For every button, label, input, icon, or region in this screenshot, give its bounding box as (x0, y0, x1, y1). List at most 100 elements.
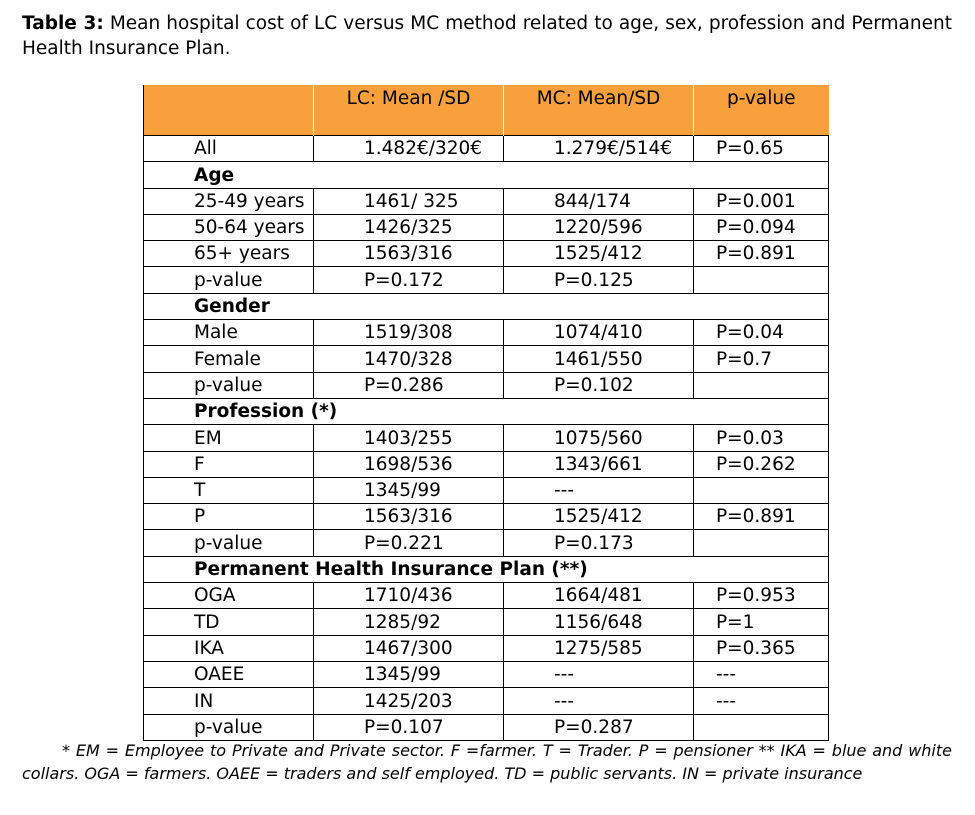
mc-value: P=0.125 (503, 266, 694, 294)
p-value: P=0.7 (693, 345, 829, 373)
table-row: All 1.482€/320€ 1.279€/514€ P=0.65 (143, 134, 829, 163)
p-value: --- (693, 661, 829, 689)
row-label: 25-49 years (143, 188, 314, 215)
lc-value: P=0.107 (313, 714, 504, 741)
section-row: Age (143, 161, 829, 189)
header-cell-lc: LC: Mean /SD (313, 85, 504, 136)
mc-value: P=0.287 (503, 714, 694, 741)
lc-value: 1470/328 (313, 345, 504, 373)
lc-value: 1425/203 (313, 687, 504, 715)
mc-value: --- (503, 477, 694, 505)
lc-value: 1345/99 (313, 661, 504, 689)
table-row: Male 1519/308 1074/410 P=0.04 (143, 319, 829, 347)
p-value: P=0.891 (693, 240, 829, 268)
table-row: T 1345/99 --- (143, 477, 829, 505)
mc-value: 1075/560 (503, 424, 694, 452)
row-label: TD (143, 608, 314, 636)
row-label: All (143, 134, 314, 163)
section-row: Permanent Health Insurance Plan (**) (143, 556, 829, 584)
p-value: --- (693, 687, 829, 715)
lc-value: 1.482€/320€ (313, 134, 504, 163)
lc-value: 1403/255 (313, 424, 504, 452)
lc-value: 1698/536 (313, 451, 504, 478)
p-value (693, 477, 829, 505)
cost-table: LC: Mean /SD MC: Mean/SD p-value All 1.48… (143, 85, 829, 741)
mc-value: 1220/596 (503, 214, 694, 242)
section-heading: Permanent Health Insurance Plan (**) (143, 556, 829, 584)
lc-value: 1285/92 (313, 608, 504, 636)
row-label: p-value (143, 529, 314, 557)
row-label: F (143, 451, 314, 478)
table-header-row: LC: Mean /SD MC: Mean/SD p-value (143, 85, 829, 136)
mc-value: 844/174 (503, 188, 694, 215)
p-value: P=0.03 (693, 424, 829, 452)
table-row: p-value P=0.107 P=0.287 (143, 714, 829, 741)
row-label: 50-64 years (143, 214, 314, 242)
table-row: OAEE 1345/99 --- --- (143, 661, 829, 689)
row-label: Male (143, 319, 314, 347)
table-caption: Table 3: Mean hospital cost of LC versus… (22, 11, 952, 61)
row-label: Female (143, 345, 314, 373)
mc-value: 1074/410 (503, 319, 694, 347)
section-row: Gender (143, 293, 829, 321)
table-row: TD 1285/92 1156/648 P=1 (143, 608, 829, 636)
table-row: p-value P=0.221 P=0.173 (143, 529, 829, 557)
mc-value: 1275/585 (503, 635, 694, 662)
p-value (693, 266, 829, 294)
table-row: F 1698/536 1343/661 P=0.262 (143, 451, 829, 478)
lc-value: 1426/325 (313, 214, 504, 242)
lc-value: 1345/99 (313, 477, 504, 505)
lc-value: 1467/300 (313, 635, 504, 662)
p-value: P=0.04 (693, 319, 829, 347)
caption-text: Mean hospital cost of LC versus MC metho… (22, 13, 952, 59)
lc-value: P=0.286 (313, 372, 504, 399)
table-row: Female 1470/328 1461/550 P=0.7 (143, 345, 829, 373)
p-value: P=0.001 (693, 188, 829, 215)
header-cell-empty (143, 85, 314, 136)
mc-value: 1.279€/514€ (503, 134, 694, 163)
row-label: IN (143, 687, 314, 715)
lc-value: 1519/308 (313, 319, 504, 347)
p-value: P=0.262 (693, 451, 829, 478)
row-label: EM (143, 424, 314, 452)
table-row: EM 1403/255 1075/560 P=0.03 (143, 424, 829, 452)
lc-value: P=0.221 (313, 529, 504, 557)
p-value (693, 714, 829, 741)
lc-value: 1563/316 (313, 503, 504, 531)
table-row: 50-64 years 1426/325 1220/596 P=0.094 (143, 214, 829, 242)
p-value (693, 372, 829, 399)
mc-value: 1525/412 (503, 503, 694, 531)
table-row: IN 1425/203 --- --- (143, 687, 829, 715)
lc-value: 1461/ 325 (313, 188, 504, 215)
lc-value: 1710/436 (313, 582, 504, 610)
mc-value: 1461/550 (503, 345, 694, 373)
mc-value: 1156/648 (503, 608, 694, 636)
p-value: P=1 (693, 608, 829, 636)
header-cell-pvalue: p-value (693, 85, 829, 136)
row-label: P (143, 503, 314, 531)
p-value: P=0.891 (693, 503, 829, 531)
table-row: p-value P=0.286 P=0.102 (143, 372, 829, 399)
row-label: T (143, 477, 314, 505)
p-value: P=0.65 (693, 134, 829, 163)
row-label: OAEE (143, 661, 314, 689)
header-cell-mc: MC: Mean/SD (503, 85, 694, 136)
p-value: P=0.094 (693, 214, 829, 242)
section-heading: Age (143, 161, 829, 189)
row-label: p-value (143, 714, 314, 741)
section-heading: Profession (*) (143, 398, 829, 426)
table-row: OGA 1710/436 1664/481 P=0.953 (143, 582, 829, 610)
p-value: P=0.953 (693, 582, 829, 610)
lc-value: 1563/316 (313, 240, 504, 268)
p-value: P=0.365 (693, 635, 829, 662)
table-row: 65+ years 1563/316 1525/412 P=0.891 (143, 240, 829, 268)
section-heading: Gender (143, 293, 829, 321)
mc-value: --- (503, 687, 694, 715)
row-label: IKA (143, 635, 314, 662)
section-row: Profession (*) (143, 398, 829, 426)
row-label: OGA (143, 582, 314, 610)
mc-value: 1343/661 (503, 451, 694, 478)
mc-value: 1664/481 (503, 582, 694, 610)
table-row: P 1563/316 1525/412 P=0.891 (143, 503, 829, 531)
table-body: LC: Mean /SD MC: Mean/SD p-value All 1.48… (143, 85, 829, 741)
